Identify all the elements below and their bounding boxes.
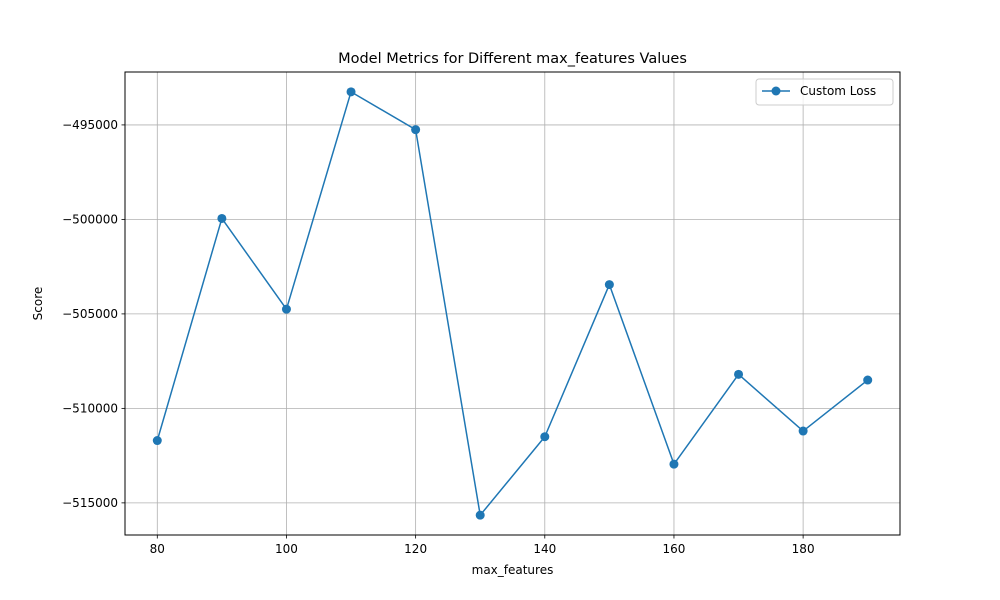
data-point — [346, 87, 356, 97]
axis-ticks: 80 100 120 140 160 180 −515000 −510000 −505000 −5… — [62, 118, 814, 556]
data-point — [217, 213, 227, 223]
x-tick-label: 180 — [792, 542, 815, 556]
legend-box — [755, 78, 894, 106]
x-tick-label: 120 — [404, 542, 427, 556]
x-tick-label: 100 — [275, 542, 298, 556]
x-tick-label: 80 — [150, 542, 165, 556]
series-layer — [152, 87, 873, 520]
legend-marker — [771, 86, 781, 96]
data-point — [798, 426, 808, 436]
x-tick-label: 160 — [663, 542, 686, 556]
data-point — [475, 510, 485, 520]
data-point — [863, 375, 873, 385]
y-tick-label: −505000 — [62, 307, 118, 321]
grid-lines — [125, 72, 900, 535]
legend-label: Custom Loss — [800, 84, 876, 98]
x-axis-label: max_features — [472, 563, 554, 577]
y-tick-label: −510000 — [62, 401, 118, 415]
legend: Custom Loss — [755, 78, 894, 106]
data-point — [281, 304, 291, 314]
data-point — [152, 436, 162, 446]
data-point — [411, 125, 421, 135]
y-tick-label: −495000 — [62, 118, 118, 132]
y-tick-label: −515000 — [62, 496, 118, 510]
chart-title: Model Metrics for Different max_features… — [338, 51, 687, 67]
x-tick-label: 140 — [533, 542, 556, 556]
plot-frame — [124, 71, 901, 536]
series-line — [156, 91, 869, 516]
data-point — [669, 459, 679, 469]
data-point — [540, 432, 550, 442]
y-axis-label: Score — [31, 287, 45, 321]
data-point — [604, 280, 614, 290]
data-point — [734, 369, 744, 379]
y-tick-label: −500000 — [62, 212, 118, 226]
